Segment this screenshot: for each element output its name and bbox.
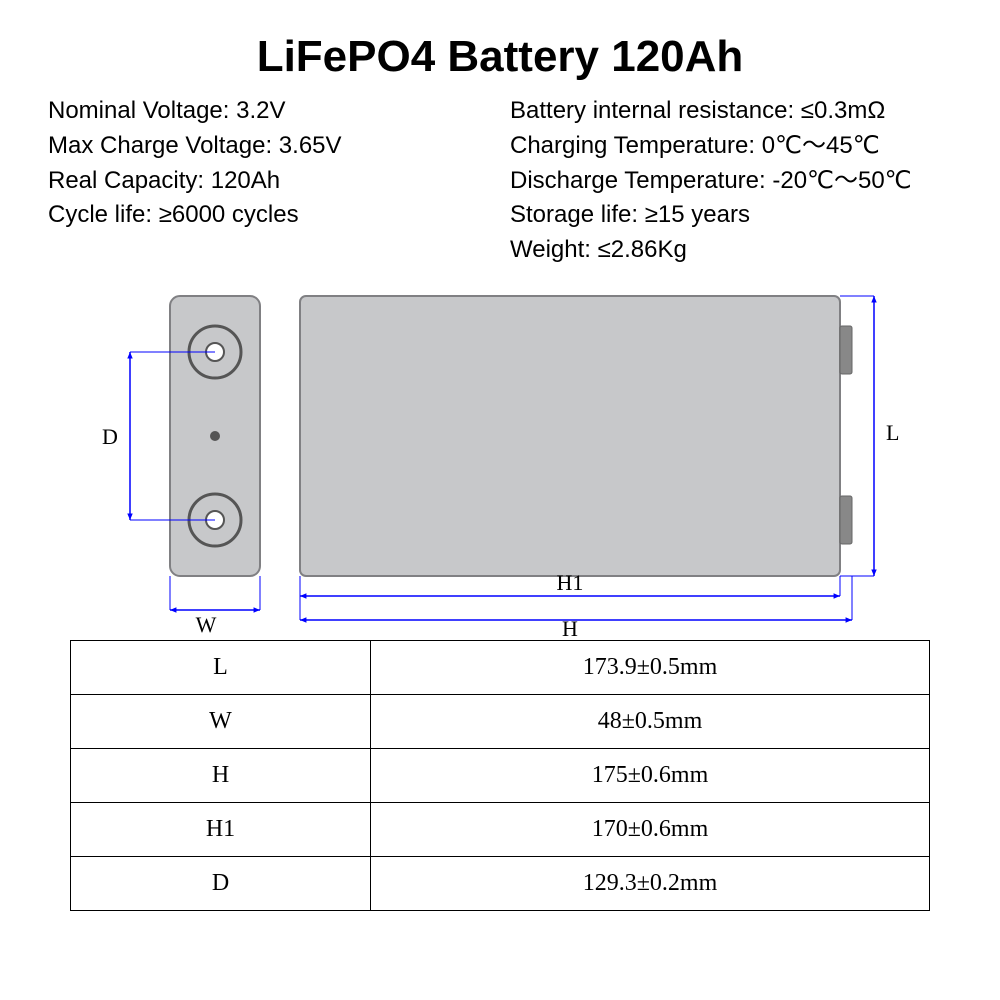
table-row: D 129.3±0.2mm [71, 856, 930, 910]
dim-value: 170±0.6mm [371, 802, 930, 856]
table-row: H1 170±0.6mm [71, 802, 930, 856]
page-title: LiFePO4 Battery 120Ah [0, 0, 1000, 82]
spec-line: Battery internal resistance: ≤0.3mΩ [510, 94, 952, 129]
battery-diagram: DWHH1L [50, 276, 950, 636]
diagram-svg: D W H H1 L [50, 276, 950, 646]
dim-value: 48±0.5mm [371, 694, 930, 748]
specs-right-col: Battery internal resistance: ≤0.3mΩ Char… [490, 94, 952, 268]
svg-text:L: L [886, 420, 899, 445]
spec-line: Cycle life: ≥6000 cycles [48, 198, 490, 233]
dim-value: 175±0.6mm [371, 748, 930, 802]
spec-line: Storage life: ≥15 years [510, 198, 952, 233]
dim-label: H1 [71, 802, 371, 856]
svg-text:D: D [102, 424, 118, 449]
svg-text:H1: H1 [557, 570, 584, 595]
dim-value: 129.3±0.2mm [371, 856, 930, 910]
table-row: H 175±0.6mm [71, 748, 930, 802]
svg-text:H: H [562, 616, 578, 641]
table-row: L 173.9±0.5mm [71, 640, 930, 694]
svg-text:W: W [196, 612, 217, 637]
dimensions-table: L 173.9±0.5mm W 48±0.5mm H 175±0.6mm H1 … [70, 640, 930, 911]
dim-value: 173.9±0.5mm [371, 640, 930, 694]
spec-line: Discharge Temperature: -20℃～50℃ [510, 164, 952, 199]
spec-line: Charging Temperature: 0℃～45℃ [510, 129, 952, 164]
dim-label: D [71, 856, 371, 910]
dim-label: W [71, 694, 371, 748]
spec-line: Weight: ≤2.86Kg [510, 233, 952, 268]
dim-label: H [71, 748, 371, 802]
spec-line: Max Charge Voltage: 3.65V [48, 129, 490, 164]
spec-line: Nominal Voltage: 3.2V [48, 94, 490, 129]
spec-line: Real Capacity: 120Ah [48, 164, 490, 199]
specs-left-col: Nominal Voltage: 3.2V Max Charge Voltage… [48, 94, 490, 268]
table-row: W 48±0.5mm [71, 694, 930, 748]
specs-block: Nominal Voltage: 3.2V Max Charge Voltage… [0, 82, 1000, 268]
dim-label: L [71, 640, 371, 694]
